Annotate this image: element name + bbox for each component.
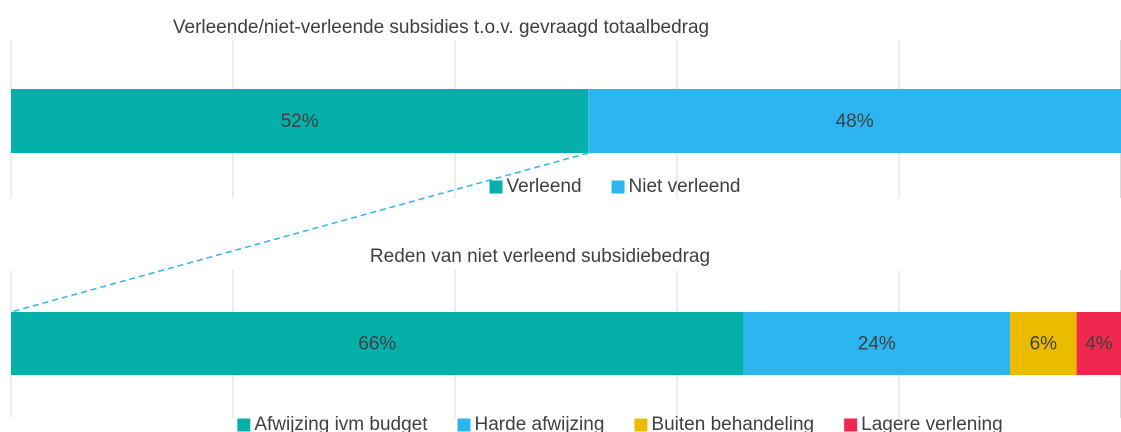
legend-swatch — [457, 418, 471, 432]
legend-swatch — [237, 418, 251, 432]
legend-swatch — [844, 418, 858, 432]
legend-swatch — [634, 418, 648, 432]
data-label: 4% — [1085, 334, 1113, 355]
legend: Verleend Niet verleend — [489, 176, 741, 197]
data-label: 48% — [836, 111, 874, 132]
bar-segment — [743, 312, 1010, 375]
legend-swatch — [489, 180, 503, 194]
bar-segment — [11, 89, 589, 153]
chart-title: Reden van niet verleend subsidiebedrag — [370, 246, 710, 267]
bar-segment — [11, 312, 744, 375]
legend-label: Verleend — [507, 176, 582, 197]
legend-label: Lagere verlening — [861, 414, 1003, 432]
data-label: 24% — [858, 334, 896, 355]
data-label: 52% — [281, 111, 319, 132]
chart-title: Verleende/niet-verleende subsidies t.o.v… — [173, 17, 709, 38]
bar-segment — [588, 89, 1121, 153]
bar-segment — [1010, 312, 1077, 375]
legend-label: Afwijzing ivm budget — [254, 414, 428, 432]
legend-label: Niet verleend — [629, 176, 741, 197]
legend-swatch — [611, 180, 625, 194]
legend-label: Buiten behandeling — [651, 414, 814, 432]
legend: Afwijzing ivm budget Harde afwijzing Buite… — [237, 414, 1003, 432]
data-label: 6% — [1030, 334, 1058, 355]
legend-label: Harde afwijzing — [475, 414, 605, 432]
bar-segment — [1076, 312, 1121, 375]
connector-line — [10, 152, 589, 313]
data-label: 66% — [358, 334, 396, 355]
